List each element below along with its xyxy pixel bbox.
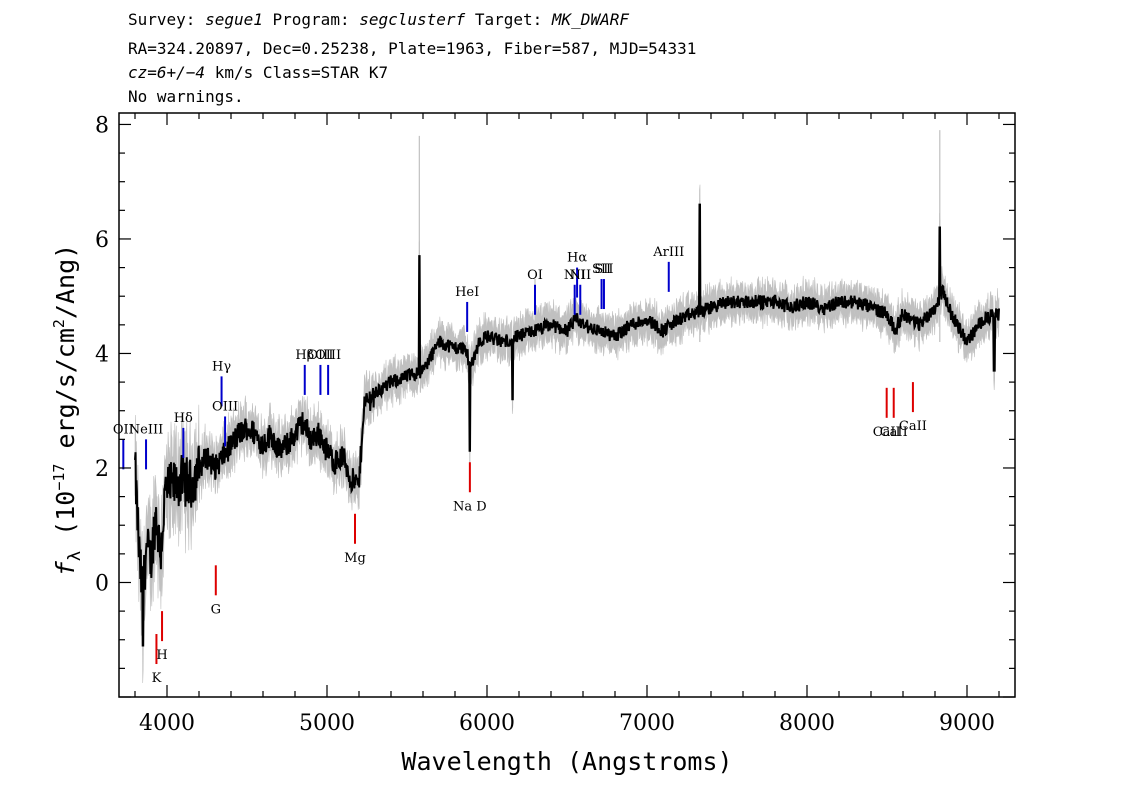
x-tick-label: 9000 (939, 711, 995, 736)
y-tick-label: 0 (95, 571, 109, 596)
flux-series-line (134, 203, 1000, 647)
absorption-line-label: K (152, 671, 162, 686)
emission-line-label: OII (113, 422, 134, 437)
absorption-line-label: H (156, 648, 167, 663)
program-value: segclusterf (359, 10, 466, 29)
emission-line-label: OIII (212, 399, 238, 414)
x-tick-label: 4000 (139, 711, 195, 736)
absorption-line-label: G (211, 602, 221, 617)
emission-line-label: Hδ (174, 411, 193, 426)
x-axis-title: Wavelength (Angstroms) (401, 747, 732, 776)
y-axis-sub: λ (65, 551, 85, 561)
emission-line-label: NII (564, 268, 586, 283)
class-text: km/s Class=STAR K7 (205, 63, 389, 82)
emission-line-label: Hα (567, 251, 587, 266)
y-tick-label: 8 (95, 113, 109, 138)
y-axis-units: erg/s/cm (51, 328, 80, 463)
emission-line-label: NII (569, 268, 591, 283)
tick-labels: 4000 5000 6000 7000 8000 9000 0 2 4 6 8 (95, 113, 995, 736)
emission-line-label: OI (527, 268, 543, 283)
x-tick-label: 7000 (619, 711, 675, 736)
absorption-line-label: CaII (880, 425, 908, 440)
y-tick-label: 6 (95, 228, 109, 253)
y-tick-label: 2 (95, 457, 109, 482)
y-axis-main: (10 (51, 491, 80, 551)
x-tick-label: 6000 (459, 711, 515, 736)
emission-line-label: Hγ (212, 359, 231, 374)
emission-line-label: SII (592, 262, 611, 277)
emission-line-label: ArIII (652, 245, 684, 260)
absorption-line-label: CaII (873, 425, 901, 440)
cz-value: cz=6+/−4 (128, 63, 206, 82)
absorption-line-label: Na D (453, 499, 487, 514)
emission-line-label: OIII (315, 348, 341, 363)
x-tick-label: 5000 (299, 711, 355, 736)
emission-line-label: OIII (307, 348, 333, 363)
y-axis-end: /Ang) (51, 244, 80, 319)
target-value: MK_DWARF (551, 10, 629, 29)
absorption-line-label: Mg (344, 551, 366, 566)
emission-line-label: HeI (455, 285, 479, 300)
y-axis-exp: −17 (50, 464, 68, 491)
absorption-line-label: CaII (899, 419, 927, 434)
header-line-4: No warnings. (128, 87, 244, 106)
program-label: Program: (272, 10, 350, 29)
header-line-2: RA=324.20897, Dec=0.25238, Plate=1963, F… (128, 39, 697, 58)
emission-line-label: NeIII (129, 422, 163, 437)
y-axis-sq: 2 (50, 319, 68, 328)
target-label: Target: (474, 10, 543, 29)
header-line-1: Survey: segue1 Program: segclusterf Targ… (128, 10, 629, 30)
y-axis-title: fλ (10−17 erg/s/cm2/Ang) (50, 244, 85, 576)
x-tick-label: 8000 (779, 711, 835, 736)
header-line-3: cz=6+/−4 km/s Class=STAR K7 (128, 63, 388, 83)
emission-line-label: SII (594, 262, 613, 277)
emission-line-label: Hβ (295, 348, 314, 363)
y-axis-f: f (51, 560, 80, 576)
survey-label: Survey: (128, 10, 196, 29)
axes-frame (118, 112, 1016, 698)
y-tick-label: 4 (95, 342, 109, 367)
survey-value: segue1 (205, 10, 263, 29)
plot-border (118, 112, 1016, 698)
